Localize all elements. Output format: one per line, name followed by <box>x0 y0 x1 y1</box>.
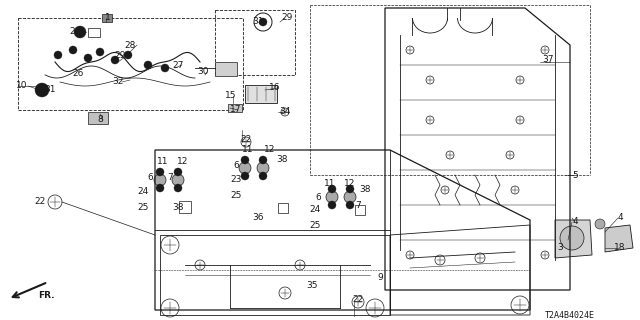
Bar <box>245 85 277 103</box>
Text: 11: 11 <box>157 157 169 166</box>
Text: 18: 18 <box>614 244 626 252</box>
Polygon shape <box>605 225 633 252</box>
Circle shape <box>74 26 86 38</box>
Text: 6: 6 <box>315 193 321 202</box>
Text: 32: 32 <box>112 77 124 86</box>
Text: 27: 27 <box>172 60 184 69</box>
Bar <box>355 205 365 215</box>
Text: 24: 24 <box>309 205 321 214</box>
Circle shape <box>328 185 336 193</box>
Text: 15: 15 <box>225 92 237 100</box>
Text: 8: 8 <box>97 116 103 124</box>
Text: 38: 38 <box>172 203 184 212</box>
Text: 34: 34 <box>279 108 291 116</box>
Text: 30: 30 <box>197 68 209 76</box>
Circle shape <box>69 46 77 54</box>
Text: 23: 23 <box>230 175 242 185</box>
Text: FR.: FR. <box>38 291 54 300</box>
Text: 7: 7 <box>355 201 361 210</box>
Text: 7: 7 <box>167 172 173 181</box>
Bar <box>88 112 108 124</box>
Circle shape <box>174 184 182 192</box>
Text: 2: 2 <box>69 28 75 36</box>
Circle shape <box>172 174 184 186</box>
Text: 9: 9 <box>377 274 383 283</box>
Text: 31: 31 <box>252 18 264 27</box>
Text: 16: 16 <box>269 84 281 92</box>
Text: 31: 31 <box>44 85 56 94</box>
Bar <box>179 201 191 213</box>
Text: 24: 24 <box>138 188 148 196</box>
Text: 28: 28 <box>124 41 136 50</box>
Circle shape <box>257 162 269 174</box>
Circle shape <box>156 184 164 192</box>
Circle shape <box>259 156 267 164</box>
Circle shape <box>326 191 338 203</box>
Text: 38: 38 <box>359 186 371 195</box>
Circle shape <box>344 191 356 203</box>
Text: 35: 35 <box>307 281 317 290</box>
Text: 36: 36 <box>252 213 264 222</box>
Text: 25: 25 <box>230 190 242 199</box>
Text: 4: 4 <box>572 218 578 227</box>
Text: 6: 6 <box>147 172 153 181</box>
Polygon shape <box>555 220 592 258</box>
Text: 37: 37 <box>542 55 554 65</box>
Circle shape <box>174 168 182 176</box>
Text: 6: 6 <box>233 161 239 170</box>
Circle shape <box>84 54 92 62</box>
Text: 38: 38 <box>276 156 288 164</box>
Circle shape <box>161 64 169 72</box>
Text: 1: 1 <box>105 13 111 22</box>
Circle shape <box>124 51 132 59</box>
Circle shape <box>346 201 354 209</box>
Text: 4: 4 <box>617 213 623 222</box>
Text: 26: 26 <box>72 68 84 77</box>
Circle shape <box>35 83 49 97</box>
Text: 3: 3 <box>557 244 563 252</box>
Text: 11: 11 <box>324 179 336 188</box>
Bar <box>88 28 100 37</box>
Text: 22: 22 <box>241 135 252 145</box>
Text: 22: 22 <box>35 197 45 206</box>
Text: 25: 25 <box>138 203 148 212</box>
Circle shape <box>560 226 584 250</box>
Circle shape <box>595 219 605 229</box>
Circle shape <box>259 18 267 26</box>
Text: 11: 11 <box>243 146 253 155</box>
Circle shape <box>241 156 249 164</box>
Bar <box>102 14 112 22</box>
Circle shape <box>259 172 267 180</box>
Circle shape <box>54 51 62 59</box>
Text: 22: 22 <box>353 295 364 305</box>
Text: 12: 12 <box>264 146 276 155</box>
Text: 12: 12 <box>177 157 189 166</box>
Text: 12: 12 <box>344 179 356 188</box>
Bar <box>18 18 243 110</box>
Text: 29: 29 <box>115 52 125 60</box>
Circle shape <box>144 61 152 69</box>
Text: 29: 29 <box>282 13 292 22</box>
Text: 5: 5 <box>572 171 578 180</box>
Circle shape <box>346 185 354 193</box>
Circle shape <box>96 48 104 56</box>
Text: 10: 10 <box>16 81 28 90</box>
Bar <box>215 62 237 76</box>
Circle shape <box>154 174 166 186</box>
Text: 25: 25 <box>309 220 321 229</box>
Circle shape <box>111 56 119 64</box>
Bar <box>278 203 288 213</box>
Circle shape <box>156 168 164 176</box>
Circle shape <box>241 172 249 180</box>
Bar <box>215 10 295 75</box>
Text: T2A4B4024E: T2A4B4024E <box>545 310 595 319</box>
Bar <box>228 104 242 112</box>
Circle shape <box>239 162 251 174</box>
Circle shape <box>328 201 336 209</box>
Text: 17: 17 <box>230 106 242 115</box>
